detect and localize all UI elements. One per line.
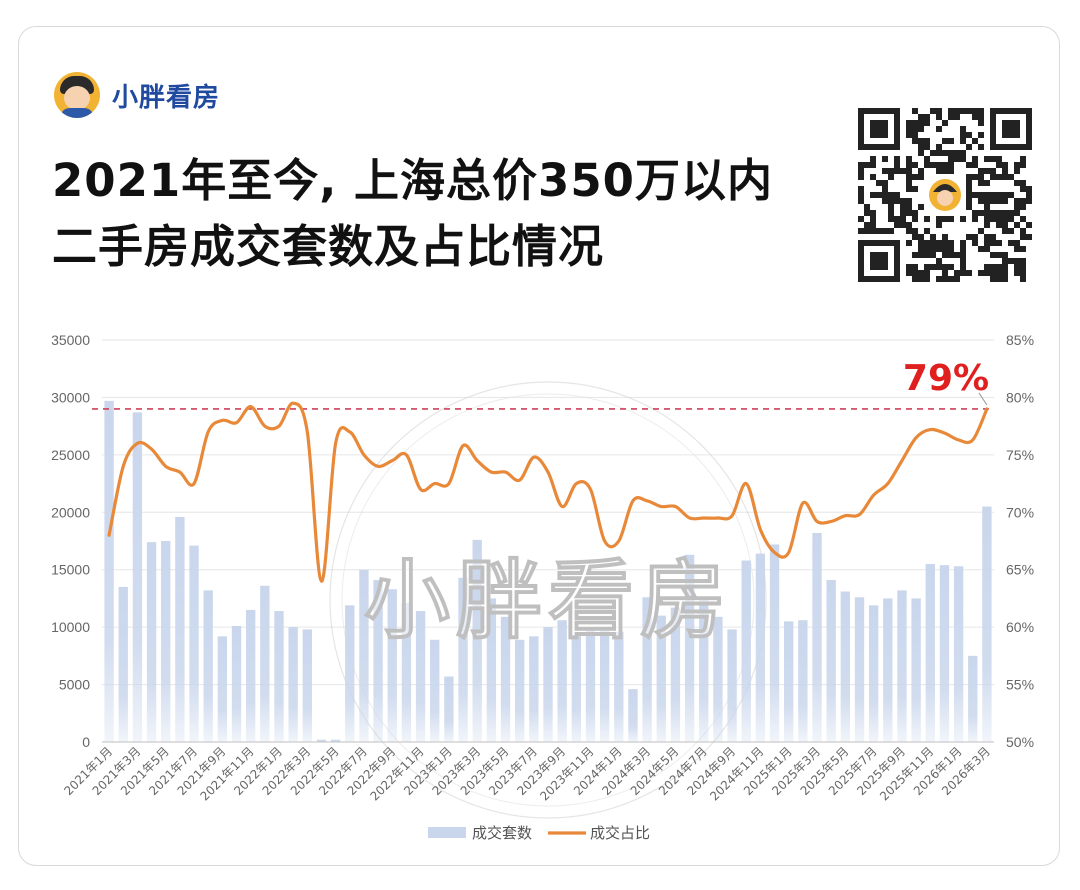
bar — [132, 412, 143, 742]
watermark-circle-inner — [341, 393, 755, 807]
y-tick-left: 25000 — [51, 447, 90, 463]
bar — [571, 635, 581, 742]
brand-name: 小胖看房 — [112, 82, 221, 113]
y-tick-left: 20000 — [51, 504, 90, 520]
bar — [670, 607, 681, 742]
y-tick-left: 35000 — [51, 332, 90, 348]
bar — [642, 597, 652, 742]
title-line-2: 二手房成交套数及占比情况 — [52, 220, 605, 273]
bar — [798, 620, 808, 742]
bar — [118, 586, 128, 742]
bar — [415, 611, 426, 742]
bar — [345, 605, 355, 742]
bar — [826, 580, 836, 742]
bar — [515, 639, 525, 742]
bar — [146, 542, 157, 742]
legend-label-line: 成交占比 — [590, 824, 650, 842]
bar — [401, 603, 412, 742]
avatar — [54, 72, 100, 118]
series-line-share — [107, 401, 989, 583]
y-tick-right: 60% — [1006, 619, 1034, 635]
title-line-1: 2021年至今, 上海总价350万以内 — [52, 154, 773, 207]
bar — [486, 598, 497, 742]
bar — [656, 615, 666, 742]
bar — [288, 627, 298, 742]
bar — [953, 566, 964, 742]
bar — [302, 629, 312, 742]
bar — [316, 739, 327, 742]
bar — [911, 598, 921, 742]
y-tick-left: 15000 — [51, 562, 90, 578]
bar — [529, 636, 539, 742]
bar — [868, 605, 879, 742]
bar — [387, 589, 397, 742]
y-tick-right: 80% — [1006, 389, 1034, 405]
y-tick-right: 65% — [1006, 562, 1034, 578]
bar — [430, 639, 440, 742]
legend-swatch-bars — [428, 827, 466, 838]
bar — [585, 628, 596, 742]
bar — [231, 625, 242, 742]
bar — [699, 599, 709, 742]
bar — [161, 541, 171, 742]
bar — [840, 591, 851, 742]
bar — [260, 585, 270, 742]
y-tick-right: 85% — [1006, 332, 1034, 348]
bar — [755, 553, 766, 742]
bar — [854, 597, 865, 742]
bar — [713, 616, 723, 742]
callout-leader — [978, 392, 988, 406]
bar — [245, 609, 256, 742]
bar — [727, 629, 737, 742]
bar — [175, 516, 185, 742]
bar — [628, 689, 638, 742]
bar — [444, 676, 454, 742]
watermark-text: 小胖看房 — [364, 551, 732, 651]
bar — [557, 620, 567, 742]
legend-label-bars: 成交套数 — [472, 824, 532, 842]
bar — [741, 560, 751, 742]
y-tick-right: 75% — [1006, 447, 1034, 463]
bar — [968, 655, 978, 742]
bar — [189, 545, 199, 742]
qr-code — [858, 108, 1032, 282]
bar — [614, 631, 624, 742]
page-title: 2021年至今, 上海总价350万以内 二手房成交套数及占比情况 — [52, 148, 773, 280]
bar — [217, 636, 228, 742]
bar — [458, 577, 468, 742]
bar — [897, 590, 907, 742]
bar — [274, 611, 284, 742]
bar — [925, 563, 935, 742]
bar — [939, 565, 950, 742]
bar — [104, 400, 114, 742]
y-tick-right: 70% — [1006, 504, 1034, 520]
y-tick-right: 55% — [1006, 677, 1034, 693]
bar — [330, 739, 341, 742]
bar — [472, 539, 482, 742]
bar — [543, 627, 553, 742]
bar — [982, 506, 992, 742]
bar — [500, 616, 511, 742]
bar — [769, 544, 780, 742]
bar — [203, 590, 213, 742]
bar — [812, 532, 822, 742]
bar — [359, 569, 369, 742]
brand: 小胖看房 — [54, 72, 220, 118]
bar — [599, 627, 610, 742]
y-tick-left: 5000 — [59, 677, 90, 693]
callout-label: 79% — [903, 358, 989, 399]
bar — [373, 580, 383, 742]
y-tick-left: 0 — [82, 734, 90, 750]
bar — [684, 554, 695, 742]
bar — [784, 621, 794, 742]
watermark-circle — [329, 381, 767, 819]
y-tick-left: 10000 — [51, 619, 90, 635]
bar — [883, 598, 893, 742]
y-tick-left: 30000 — [51, 389, 90, 405]
y-tick-right: 50% — [1006, 734, 1034, 750]
